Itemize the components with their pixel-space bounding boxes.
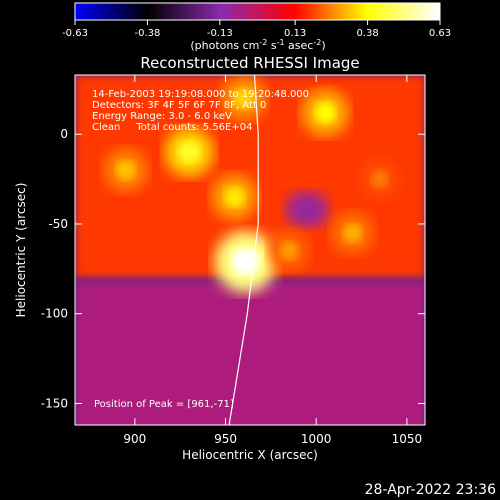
emission-blob-core: [314, 102, 336, 124]
colorbar-unit-label: (photons cm-2 s-1 asec-2): [190, 38, 325, 52]
colorbar-tick-label: 0.13: [284, 28, 306, 39]
x-tick-label: 1000: [301, 432, 332, 446]
y-tick-label: -150: [41, 396, 68, 410]
dark-hole: [285, 191, 330, 228]
heatmap-layer: [75, 75, 425, 425]
annotation-detectors: Detectors: 3F 4F 5F 6F 7F 8F, Att 0: [92, 100, 266, 111]
emission-blob-core: [370, 170, 389, 188]
colorbar-ticks: -0.63 -0.38 -0.13 0.13 0.38 0.63: [62, 20, 451, 39]
y-tick-label: -100: [41, 307, 68, 321]
emission-blob-core: [279, 241, 299, 261]
peak-position-label: Position of Peak = [961,-71]: [94, 399, 234, 410]
annotation-energy: Energy Range: 3.0 - 6.0 keV: [92, 111, 232, 122]
colorbar-tick-label: -0.13: [207, 28, 233, 39]
x-tick-label: 950: [214, 432, 237, 446]
x-tick-label: 900: [123, 432, 146, 446]
colorbar-tick-label: 0.63: [429, 28, 451, 39]
y-axis-ticks: 0 -50 -100 -150: [41, 127, 425, 410]
emission-blob-core: [116, 160, 136, 180]
x-tick-label: 1050: [392, 432, 423, 446]
emission-blob-core: [233, 88, 254, 109]
x-axis-ticks: 900 950 1000 1050: [123, 75, 422, 446]
plot-frame: [74, 74, 426, 426]
y-axis-label: Heliocentric Y (arcsec): [14, 183, 28, 318]
y-tick-label: 0: [60, 127, 68, 141]
colorbar-tick-label: -0.63: [62, 28, 88, 39]
emission-blob-core: [343, 223, 362, 243]
quiet-region: [75, 281, 425, 425]
y-tick-label: -50: [48, 217, 68, 231]
annotation-time: 14-Feb-2003 19:19:08.000 to 19:20:48.000: [92, 89, 309, 100]
colorbar-tick-label: 0.38: [356, 28, 378, 39]
chart-title: Reconstructed RHESSI Image: [140, 54, 359, 72]
x-axis-label: Heliocentric X (arcsec): [182, 448, 318, 462]
solar-limb-curve: [228, 75, 259, 425]
emission-blob-core: [224, 186, 245, 208]
emission-blob-core: [178, 141, 201, 164]
colorbar-tick-label: -0.38: [134, 28, 160, 39]
annotation-clean: Clean Total counts: 5.56E+04: [92, 122, 252, 133]
colorbar: [74, 2, 441, 21]
footer-timestamp: 28-Apr-2022 23:36: [365, 482, 496, 498]
image-area: [75, 75, 425, 425]
